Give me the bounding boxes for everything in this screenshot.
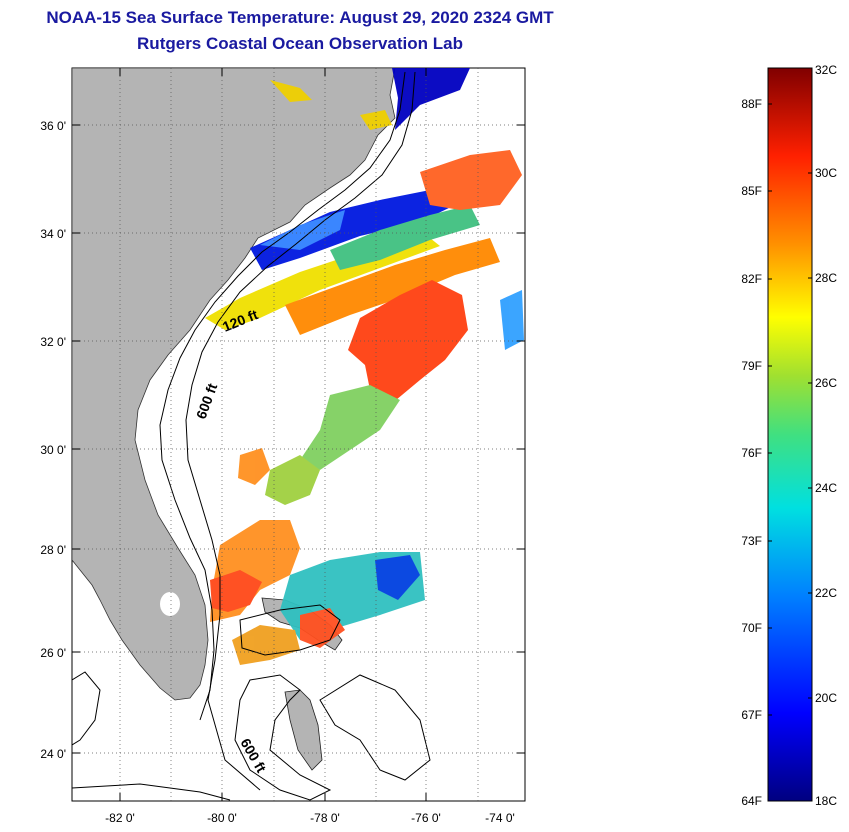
colorbar-fahrenheit-labels: 88F 85F 82F 79F 76F 73F 70F 67F 64F	[741, 97, 762, 808]
bathymetry-contours	[72, 71, 431, 801]
celsius-label: 18C	[815, 794, 837, 808]
fahrenheit-label: 79F	[741, 359, 762, 373]
latitude-labels: 36 0' 34 0' 32 0' 30 0' 28 0' 26 0' 24 0…	[40, 119, 66, 761]
lon-label: -82 0'	[105, 811, 135, 825]
lake	[160, 592, 180, 616]
lat-label: 26 0'	[40, 646, 66, 660]
fahrenheit-label: 73F	[741, 534, 762, 548]
land-mass	[72, 68, 396, 701]
celsius-label: 28C	[815, 271, 837, 285]
colorbar-gradient	[767, 67, 813, 802]
fahrenheit-label: 82F	[741, 272, 762, 286]
colorbar: 32C 30C 28C 26C 24C 22C 20C 18C 88F 85F …	[741, 63, 837, 808]
celsius-label: 22C	[815, 586, 837, 600]
celsius-label: 24C	[815, 481, 837, 495]
bahamas-island	[284, 689, 323, 771]
colorbar-celsius-labels: 32C 30C 28C 26C 24C 22C 20C 18C	[815, 63, 837, 808]
lat-label: 36 0'	[40, 119, 66, 133]
celsius-label: 26C	[815, 376, 837, 390]
fahrenheit-label: 85F	[741, 184, 762, 198]
map-title: NOAA-15 Sea Surface Temperature: August …	[46, 8, 554, 27]
lat-label: 24 0'	[40, 747, 66, 761]
colorbar-f-ticks	[768, 103, 772, 716]
fahrenheit-label: 67F	[741, 708, 762, 722]
lon-label: -76 0'	[411, 811, 441, 825]
lon-label: -74 0'	[485, 811, 515, 825]
lat-label: 28 0'	[40, 543, 66, 557]
celsius-label: 20C	[815, 691, 837, 705]
fahrenheit-label: 64F	[741, 794, 762, 808]
celsius-label: 32C	[815, 63, 837, 77]
colorbar-c-ticks	[808, 172, 812, 699]
lat-label: 34 0'	[40, 227, 66, 241]
map-subtitle: Rutgers Coastal Ocean Observation Lab	[137, 34, 463, 53]
celsius-label: 30C	[815, 166, 837, 180]
lat-label: 30 0'	[40, 443, 66, 457]
axis-ticks	[72, 68, 525, 801]
lat-label: 32 0'	[40, 335, 66, 349]
fahrenheit-label: 76F	[741, 446, 762, 460]
fahrenheit-label: 70F	[741, 621, 762, 635]
lon-label: -78 0'	[310, 811, 340, 825]
sst-data	[205, 68, 524, 665]
map-panel: 120 ft 600 ft 600 ft	[71, 67, 526, 802]
fahrenheit-label: 88F	[741, 97, 762, 111]
lon-label: -80 0'	[207, 811, 237, 825]
longitude-labels: -82 0' -80 0' -78 0' -76 0' -74 0'	[105, 811, 515, 825]
